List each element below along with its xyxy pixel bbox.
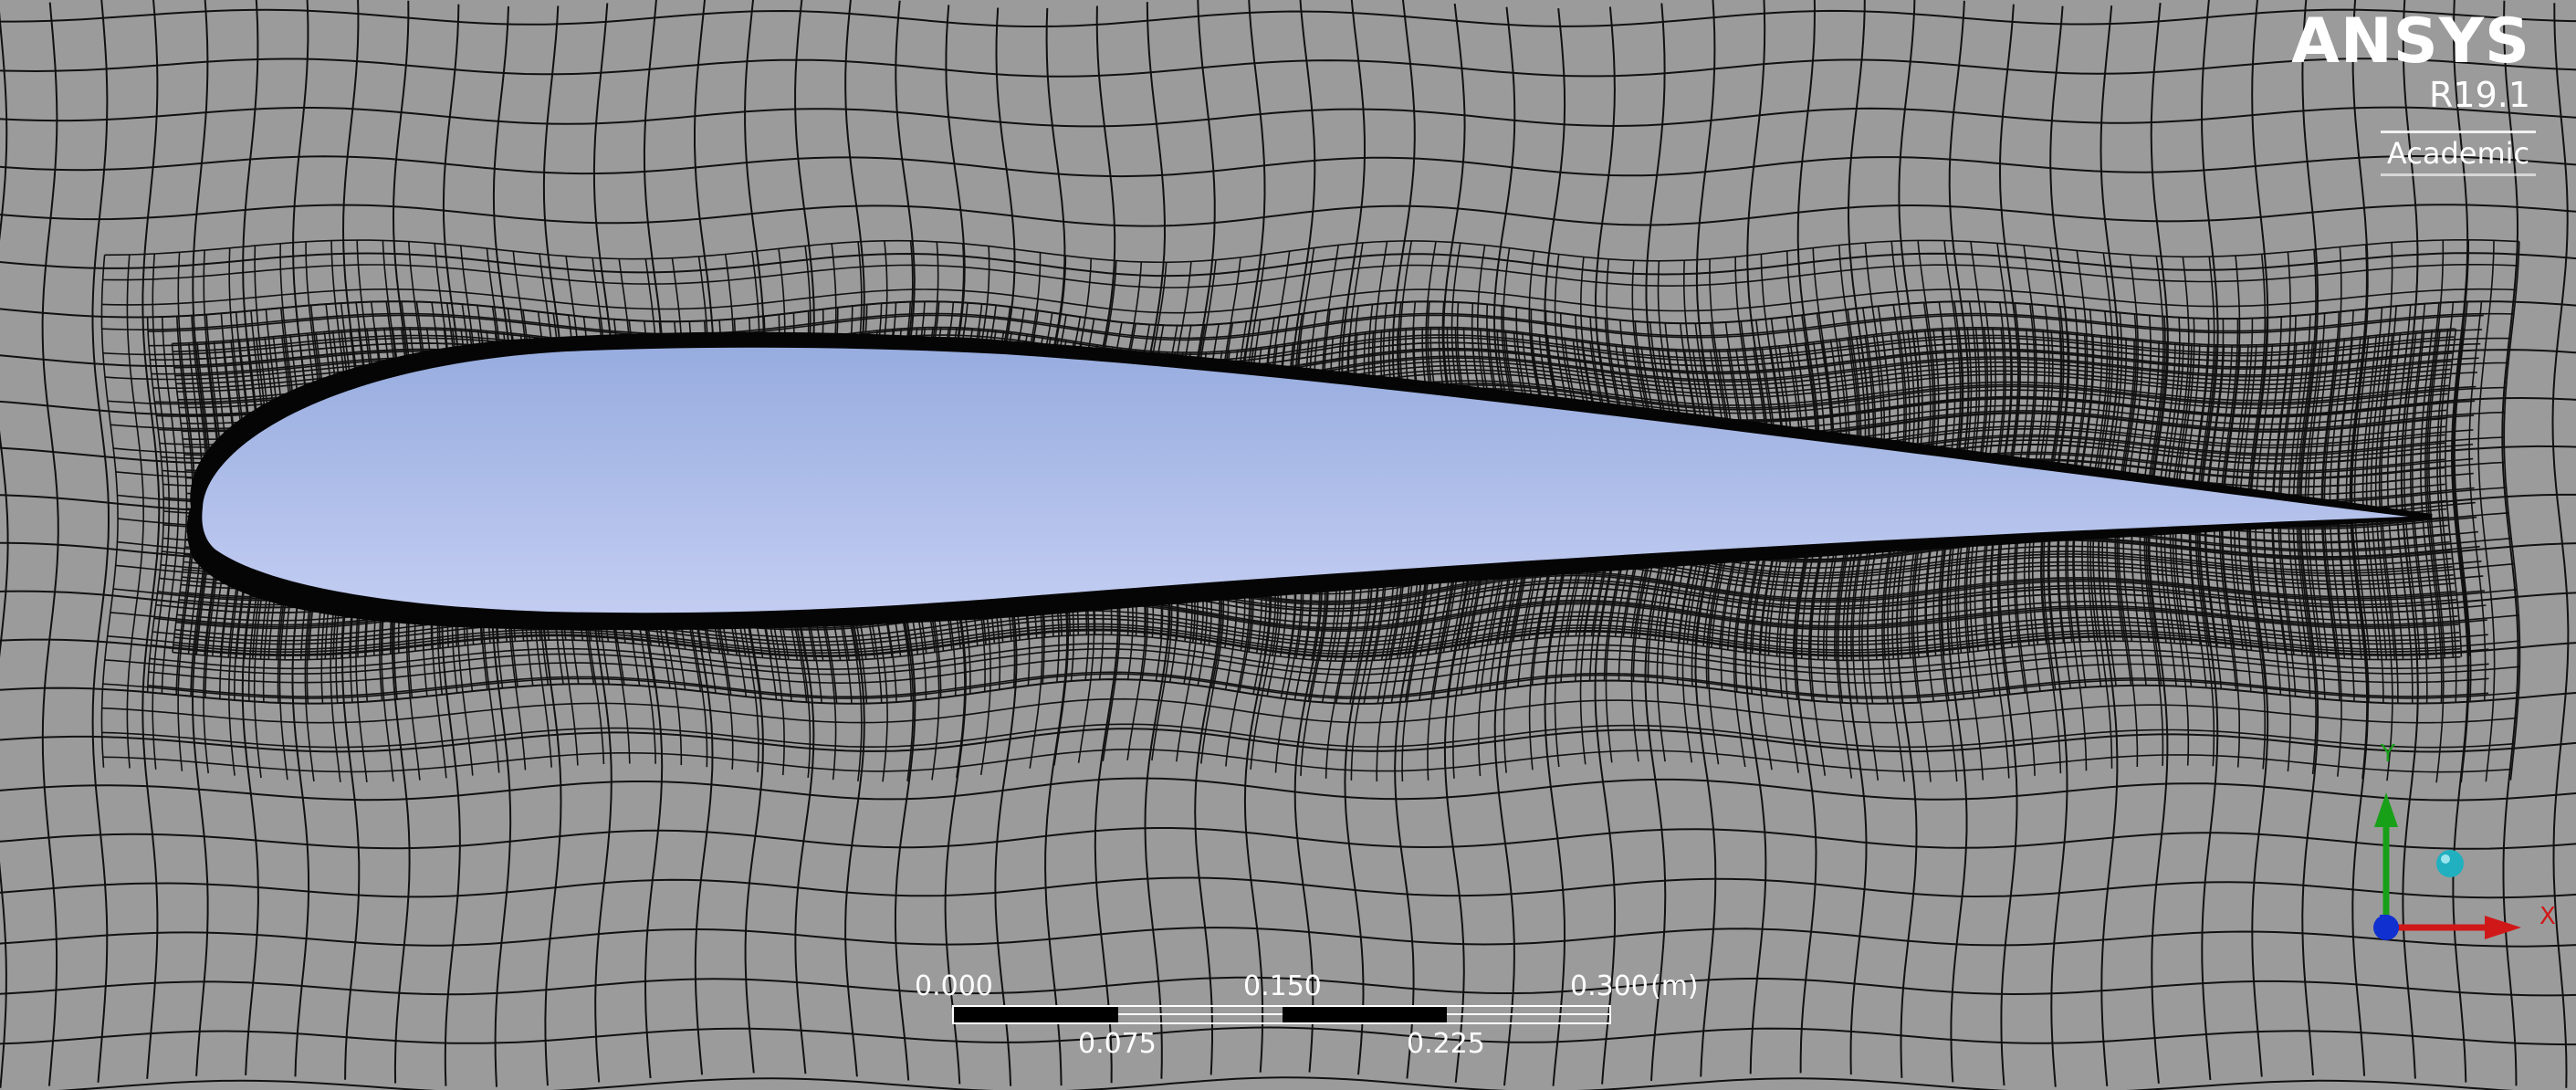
y-axis-label: Y (2381, 740, 2395, 768)
scale-unit: (m) (1650, 970, 1699, 1002)
logo-edition: Academic (2381, 131, 2536, 176)
logo-brand: ANSYS (2291, 5, 2530, 78)
z-axis-label: Z (2379, 912, 2391, 931)
scale-tick-150: 0.150 (1243, 970, 1322, 1002)
scale-tick-225: 0.225 (1407, 1028, 1485, 1060)
scale-tick-0: 0.000 (915, 970, 993, 1002)
x-axis-label: X (2539, 903, 2556, 930)
scale-tick-300: 0.300 (1570, 970, 1649, 1002)
scale-tick-075: 0.075 (1078, 1028, 1157, 1060)
ansys-logo: ANSYS R19.1 Academic (2291, 5, 2536, 176)
airfoil-body[interactable] (202, 347, 2408, 613)
logo-version: R19.1 (2428, 75, 2530, 115)
